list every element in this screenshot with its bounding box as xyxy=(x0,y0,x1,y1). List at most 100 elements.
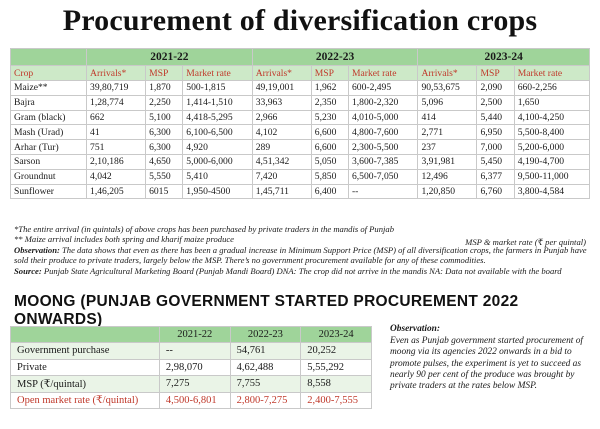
table-cell: 4,102 xyxy=(251,124,312,141)
table-cell: 3,600-7,385 xyxy=(347,153,419,170)
moong-year-header: 2021-22 xyxy=(158,326,231,343)
table-cell: 1,28,774 xyxy=(86,94,147,111)
table-cell: 90,53,675 xyxy=(417,80,478,96)
table-cell: 1,800-2,320 xyxy=(347,94,419,111)
moong-table: 2021-22 2022-23 2023-24 Government purchase… xyxy=(10,326,372,409)
moong-cell: 8,558 xyxy=(300,375,372,393)
table-cell: 662 xyxy=(86,109,147,126)
column-header: MSP xyxy=(145,65,184,81)
column-header: Arrivals* xyxy=(417,65,478,81)
table-cell: 5,410 xyxy=(182,168,253,185)
table-cell: 2,10,186 xyxy=(86,153,147,170)
table-cell: 289 xyxy=(251,139,312,155)
table-cell: 4,010-5,000 xyxy=(347,109,419,126)
table-cell: 4,920 xyxy=(182,139,253,155)
table-cell: 5,450 xyxy=(476,153,515,170)
moong-cell: -- xyxy=(158,342,231,360)
moong-cell: 4,500-6,801 xyxy=(158,391,231,409)
moong-row-label: Open market rate (₹/quintal) xyxy=(10,391,160,409)
table-cell: 49,19,001 xyxy=(251,80,312,96)
table-cell: 33,963 xyxy=(251,94,312,111)
column-header: MSP xyxy=(310,65,349,81)
moong-row: MSP (₹/quintal) 7,275 7,755 8,558 xyxy=(10,375,372,393)
moong-row-label: Government purchase xyxy=(10,342,160,360)
crop-name-cell: Mash (Urad) xyxy=(9,124,88,141)
table-row: Sarson 2,10,186 4,650 5,000-6,000 4,51,342 5,… xyxy=(9,153,591,170)
table-cell: 2,090 xyxy=(476,80,515,96)
footnote-arrivals: *The entire arrival (in quintals) of abo… xyxy=(14,224,394,234)
observation-label: Observation: xyxy=(14,244,60,255)
table-cell: 500-1,815 xyxy=(182,80,253,96)
table-cell: 2,500 xyxy=(476,94,515,111)
table-cell: 2,250 xyxy=(145,94,184,111)
table-cell: 1,46,205 xyxy=(86,183,147,200)
column-header: Arrivals* xyxy=(251,65,312,81)
moong-observation: Observation: Even as Punjab government s… xyxy=(390,324,590,392)
table-cell: 12,496 xyxy=(417,168,478,185)
year-header: 2021-22 xyxy=(86,48,253,66)
table-cell: 2,966 xyxy=(251,109,312,126)
table-cell: 2,771 xyxy=(417,124,478,141)
table-cell: 9,500-11,000 xyxy=(513,168,591,185)
table-cell: 600-2,495 xyxy=(347,80,419,96)
table-cell: 6,950 xyxy=(476,124,515,141)
table-row: Groundnut 4,042 5,550 5,410 7,420 5,850 6,500-… xyxy=(9,168,591,185)
moong-row: Private 2,98,070 4,62,488 5,55,292 xyxy=(10,358,372,376)
table-cell: 4,51,342 xyxy=(251,153,312,170)
table-cell: 4,418-5,295 xyxy=(182,109,253,126)
table-row: Mash (Urad) 41 6,300 6,100-6,500 4,102 6,600 4… xyxy=(9,124,591,141)
table-cell: 1,650 xyxy=(513,94,591,111)
table-cell: 5,096 xyxy=(417,94,478,111)
table-row: Gram (black) 662 5,100 4,418-5,295 2,966 5,23… xyxy=(9,109,591,126)
table-cell: 39,80,719 xyxy=(86,80,147,96)
year-header-blank xyxy=(9,48,88,66)
table-cell: 2,300-5,500 xyxy=(347,139,419,155)
table-row: Sunflower 1,46,205 6015 1,950-4500 1,45,711 6… xyxy=(9,183,591,200)
crop-procurement-table: 2021-22 2022-23 2023-24 Crop Arrivals* MSP Mar… xyxy=(9,48,591,200)
moong-observation-text: Even as Punjab government started procur… xyxy=(390,336,584,392)
moong-cell: 7,755 xyxy=(229,375,302,393)
column-header: Arrivals* xyxy=(86,65,147,81)
crop-name-cell: Sunflower xyxy=(9,183,88,200)
observation-text: The data shows that even as there has be… xyxy=(14,244,587,266)
table-cell: -- xyxy=(347,183,419,200)
column-header: Crop xyxy=(9,65,88,81)
moong-row: Open market rate (₹/quintal) 4,500-6,801 2… xyxy=(10,391,372,409)
table-cell: 1,414-1,510 xyxy=(182,94,253,111)
table-cell: 237 xyxy=(417,139,478,155)
table-cell: 6,300 xyxy=(145,139,184,155)
column-header: MSP xyxy=(476,65,515,81)
table-cell: 5,000-6,000 xyxy=(182,153,253,170)
table-cell: 6,400 xyxy=(310,183,349,200)
table-cell: 5,440 xyxy=(476,109,515,126)
table-cell: 7,420 xyxy=(251,168,312,185)
table-cell: 6,300 xyxy=(145,124,184,141)
table-cell: 4,100-4,250 xyxy=(513,109,591,126)
moong-row-label: MSP (₹/quintal) xyxy=(10,375,160,393)
column-header: Market rate xyxy=(182,65,253,81)
table-cell: 4,042 xyxy=(86,168,147,185)
table-cell: 6,600 xyxy=(310,139,349,155)
notes-block: *The entire arrival (in quintals) of abo… xyxy=(14,224,590,276)
moong-row-label: Private xyxy=(10,358,160,376)
table-cell: 5,230 xyxy=(310,109,349,126)
crop-name-cell: Gram (black) xyxy=(9,109,88,126)
table-cell: 1,45,711 xyxy=(251,183,312,200)
table-cell: 1,950-4500 xyxy=(182,183,253,200)
table-cell: 1,870 xyxy=(145,80,184,96)
table-cell: 4,650 xyxy=(145,153,184,170)
crop-name-cell: Bajra xyxy=(9,94,88,111)
column-header-row: Crop Arrivals* MSP Market rate Arrivals* MSP M… xyxy=(9,65,591,81)
table-cell: 751 xyxy=(86,139,147,155)
moong-header-blank xyxy=(10,326,160,343)
source-text: Punjab State Agricultural Marketing Boar… xyxy=(41,265,562,276)
table-cell: 2,350 xyxy=(310,94,349,111)
moong-cell: 54,761 xyxy=(229,342,302,360)
moong-cell: 20,252 xyxy=(300,342,372,360)
table-cell: 41 xyxy=(86,124,147,141)
moong-observation-label: Observation: xyxy=(390,324,440,334)
moong-section-title: MOONG (PUNJAB GOVERNMENT STARTED PROCURE… xyxy=(14,293,519,328)
column-header: Market rate xyxy=(347,65,419,81)
year-header: 2023-24 xyxy=(417,48,590,66)
table-cell: 3,800-4,584 xyxy=(513,183,591,200)
